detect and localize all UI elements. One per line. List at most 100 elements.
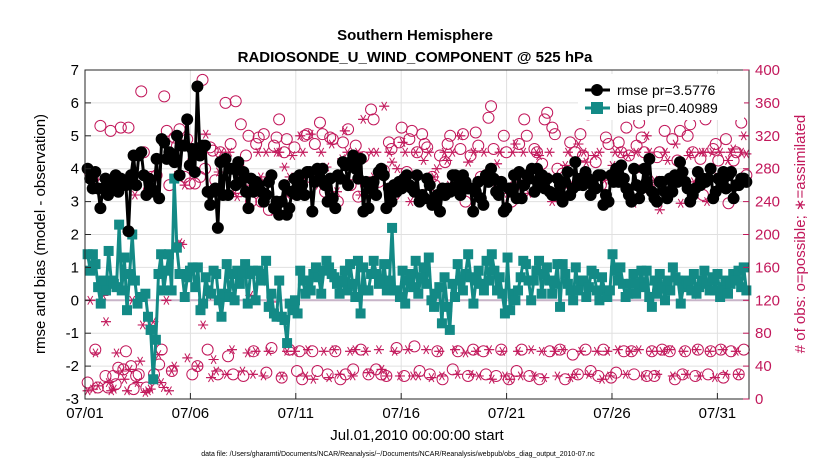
rmse-point xyxy=(704,162,717,175)
bias-point xyxy=(633,278,644,289)
bias-point xyxy=(709,285,720,296)
x-tick-label: 07/31 xyxy=(699,405,737,422)
bias-point xyxy=(405,268,416,279)
assimilated-obs-point xyxy=(623,150,634,161)
bias-point xyxy=(549,278,560,289)
x-tick-label: 07/26 xyxy=(593,405,631,422)
assimilated-obs-point xyxy=(376,364,387,374)
bias-point xyxy=(177,268,188,279)
bias-point xyxy=(654,268,665,279)
rmse-point xyxy=(260,189,273,202)
assimilated-obs-point xyxy=(639,371,650,381)
bias-point xyxy=(355,308,366,319)
bias-point xyxy=(190,282,201,293)
possible-obs-point xyxy=(265,342,278,355)
assimilated-obs-point xyxy=(324,373,335,383)
possible-obs-point xyxy=(694,152,707,165)
bias-point xyxy=(421,278,432,289)
possible-obs-point xyxy=(658,124,671,137)
assimilated-obs-point xyxy=(334,369,345,379)
bias-point xyxy=(282,338,293,349)
bias-point xyxy=(646,301,657,312)
bias-point xyxy=(505,305,516,316)
assimilated-obs-point xyxy=(119,374,130,384)
possible-obs-point xyxy=(602,138,615,151)
possible-obs-point xyxy=(403,133,416,146)
assimilated-obs-point xyxy=(211,366,222,376)
bias-point xyxy=(371,268,382,279)
y-tick-label-left: 4 xyxy=(71,161,79,178)
bias-point xyxy=(122,305,133,316)
assimilated-obs-point xyxy=(728,144,739,154)
bias-point xyxy=(161,265,172,276)
assimilated-obs-point xyxy=(473,371,484,381)
bias-point xyxy=(691,288,702,299)
possible-obs-point xyxy=(119,345,132,358)
y-tick-label-right: 240 xyxy=(755,194,780,211)
bias-point xyxy=(736,282,747,293)
bias-point xyxy=(712,268,723,279)
possible-obs-point xyxy=(576,149,589,162)
bias-point xyxy=(694,282,705,293)
bias-point xyxy=(478,285,489,296)
bias-point xyxy=(625,278,636,289)
rmse-point xyxy=(158,136,171,149)
assimilated-obs-point xyxy=(363,368,374,378)
bias-point xyxy=(352,255,363,266)
bias-point xyxy=(722,288,733,299)
bias-point xyxy=(297,275,308,286)
assimilated-obs-point xyxy=(741,149,752,159)
bias-point xyxy=(673,275,684,286)
assimilated-obs-point xyxy=(289,346,300,356)
rmse-point xyxy=(306,205,319,218)
y-tick-label-right: 280 xyxy=(755,161,780,178)
assimilated-obs-point xyxy=(326,139,337,149)
bias-point xyxy=(560,268,571,279)
assimilated-obs-point xyxy=(591,346,602,356)
bias-point xyxy=(568,295,579,306)
bias-point xyxy=(232,265,243,276)
assimilated-obs-point xyxy=(722,155,733,166)
bias-point xyxy=(439,272,450,283)
bias-point xyxy=(179,292,190,303)
assimilated-obs-point xyxy=(384,147,395,157)
bias-point xyxy=(347,278,358,289)
assimilated-obs-point xyxy=(544,147,555,157)
bias-point xyxy=(562,278,573,289)
bias-point xyxy=(116,285,127,296)
possible-obs-point xyxy=(610,366,623,379)
bias-point xyxy=(426,295,437,306)
rmse-point xyxy=(170,129,183,142)
assimilated-obs-point xyxy=(468,147,479,157)
assimilated-obs-point xyxy=(347,371,358,381)
bias-point xyxy=(612,275,623,286)
bias-point xyxy=(166,285,177,296)
assimilated-obs-point xyxy=(646,346,657,356)
assimilated-obs-point xyxy=(478,147,489,157)
bias-point xyxy=(597,272,608,283)
assimilated-obs-point xyxy=(654,205,665,215)
bias-point xyxy=(468,298,479,309)
bias-point xyxy=(423,252,434,263)
bias-point xyxy=(641,265,652,276)
bias-point xyxy=(555,301,566,312)
x-axis-label: Jul.01,2010 00:00:00 start xyxy=(330,427,504,444)
assimilated-obs-point xyxy=(452,369,463,379)
bias-point xyxy=(242,298,253,309)
y-tick-label-right: 320 xyxy=(755,128,780,145)
assimilated-obs-point xyxy=(534,150,545,161)
bias-point xyxy=(499,308,510,319)
bias-point xyxy=(523,275,534,286)
assimilated-obs-point xyxy=(295,131,306,141)
bias-point xyxy=(124,268,135,279)
assimilated-obs-point xyxy=(633,345,644,355)
x-axis-ticks: 07/01 07/06 07/11 07/16 07/21 07/26 07/31 xyxy=(66,393,736,422)
rmse-point xyxy=(702,172,715,185)
rmse-point xyxy=(541,172,554,185)
bias-point xyxy=(221,259,232,270)
possible-obs-point xyxy=(81,376,94,389)
bias-point xyxy=(497,288,508,299)
assimilated-obs-point xyxy=(90,348,101,358)
assimilated-obs-point xyxy=(263,346,274,356)
bias-point xyxy=(240,259,251,270)
